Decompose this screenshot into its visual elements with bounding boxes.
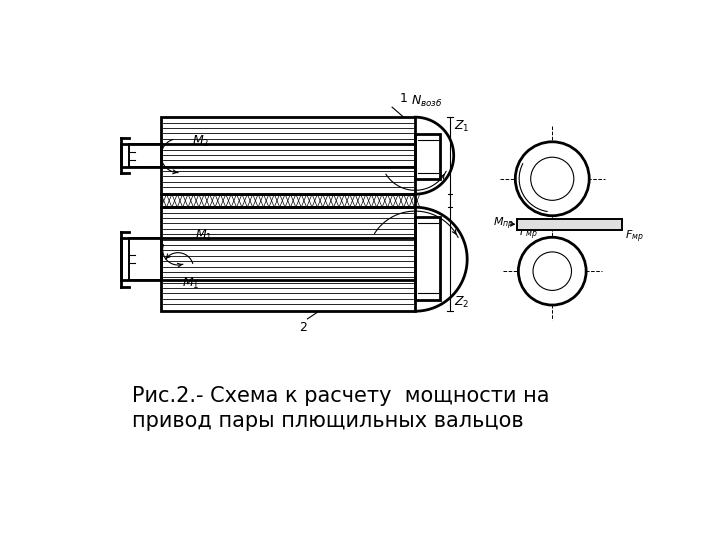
Polygon shape — [415, 217, 440, 300]
Text: $O_1$: $O_1$ — [536, 168, 551, 182]
Text: $F_{мр}$: $F_{мр}$ — [626, 229, 644, 246]
Text: $Z_1$: $Z_1$ — [454, 119, 469, 134]
Text: $M_2$: $M_2$ — [192, 134, 210, 150]
Circle shape — [516, 142, 589, 215]
Polygon shape — [161, 194, 415, 207]
Text: $V_1$: $V_1$ — [553, 181, 567, 195]
Text: $F_{мр}$: $F_{мр}$ — [519, 226, 538, 242]
Polygon shape — [517, 219, 621, 231]
Polygon shape — [415, 134, 440, 179]
Polygon shape — [121, 238, 161, 280]
Text: Рис.2.- Схема к расчету  мощности на: Рис.2.- Схема к расчету мощности на — [132, 386, 549, 406]
Text: $M_1$: $M_1$ — [195, 228, 212, 244]
Polygon shape — [161, 117, 415, 194]
Text: $Z_2$: $Z_2$ — [454, 294, 469, 309]
Text: $M_{пр}$: $M_{пр}$ — [492, 216, 514, 232]
Text: 1: 1 — [400, 92, 408, 105]
Text: $O_2$: $O_2$ — [534, 267, 549, 280]
Polygon shape — [161, 207, 415, 311]
Text: привод пары плющильных вальцов: привод пары плющильных вальцов — [132, 410, 523, 430]
Text: $N_{возб}$: $N_{возб}$ — [411, 94, 443, 110]
Text: $V_2$: $V_2$ — [549, 267, 563, 280]
Circle shape — [518, 237, 586, 305]
Polygon shape — [121, 144, 161, 167]
Text: $M_1$: $M_1$ — [182, 276, 199, 291]
Text: 2: 2 — [300, 321, 307, 334]
